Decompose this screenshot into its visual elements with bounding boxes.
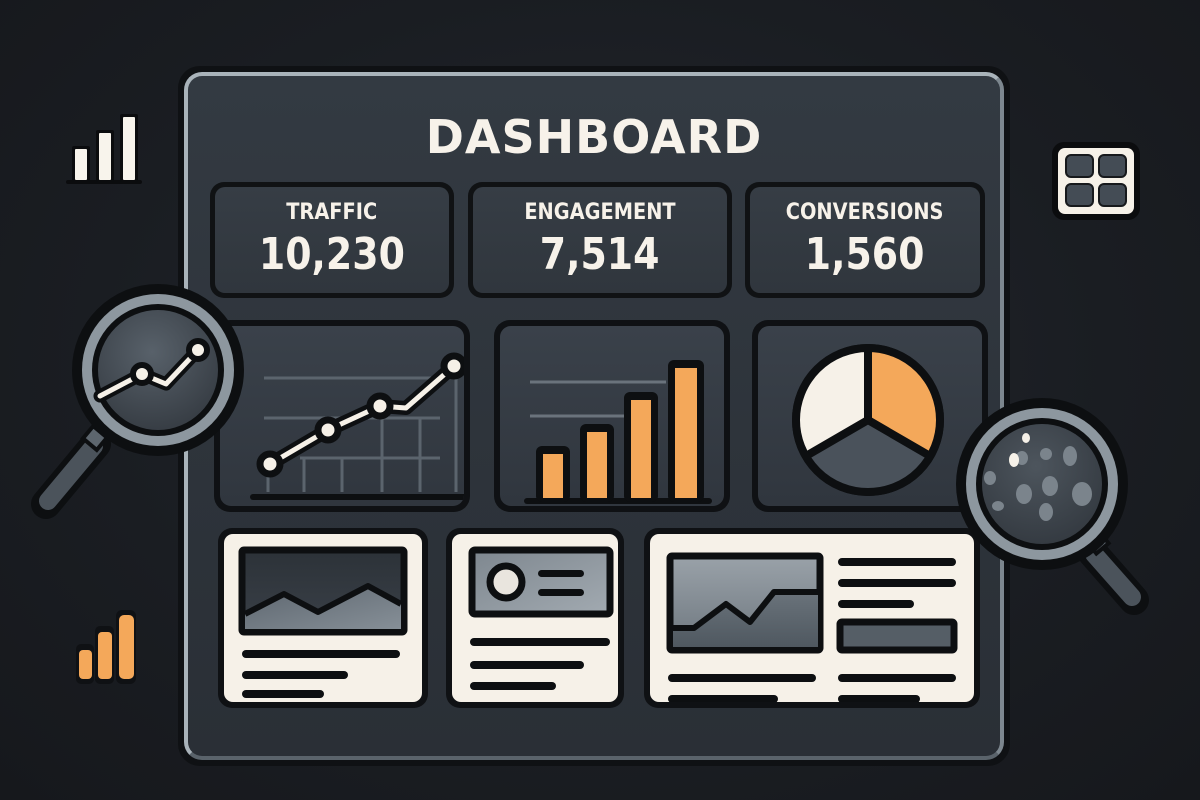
dashboard-body: DASHBOARD TRAFFIC 10,230 ENGAGEMENT 7,51… (184, 72, 1004, 760)
report-card[interactable] (644, 528, 980, 708)
kpi-label: TRAFFIC (286, 200, 378, 225)
magnifier-trend-icon[interactable] (18, 282, 248, 522)
pie-chart (792, 344, 944, 496)
grid-icon (1052, 142, 1140, 220)
image-article-card[interactable] (218, 528, 428, 708)
bar-chart-icon (62, 114, 146, 184)
kpi-label: ENGAGEMENT (524, 200, 676, 225)
bar-chart (524, 360, 712, 504)
kpi-label: CONVERSIONS (786, 200, 944, 225)
bar-chart-panel[interactable] (494, 320, 730, 512)
kpi-value: 10,230 (258, 229, 406, 280)
kpi-value: 7,514 (540, 229, 660, 280)
profile-card[interactable] (446, 528, 624, 708)
orange-bar-chart-icon (76, 610, 136, 684)
pie-chart-panel[interactable] (752, 320, 988, 512)
profile-content (468, 546, 614, 690)
report-content (666, 552, 958, 702)
kpi-card-engagement[interactable]: ENGAGEMENT 7,514 (468, 182, 732, 298)
line-chart (250, 352, 464, 500)
kpi-card-traffic[interactable]: TRAFFIC 10,230 (210, 182, 454, 298)
image-article-content (238, 546, 408, 698)
page-title: DASHBOARD (425, 110, 763, 164)
dashboard-window: DASHBOARD TRAFFIC 10,230 ENGAGEMENT 7,51… (178, 66, 1010, 766)
line-chart-panel[interactable] (214, 320, 470, 512)
magnifier-dots-icon[interactable] (942, 386, 1172, 626)
kpi-value: 1,560 (805, 229, 925, 280)
kpi-card-conversions[interactable]: CONVERSIONS 1,560 (745, 182, 985, 298)
